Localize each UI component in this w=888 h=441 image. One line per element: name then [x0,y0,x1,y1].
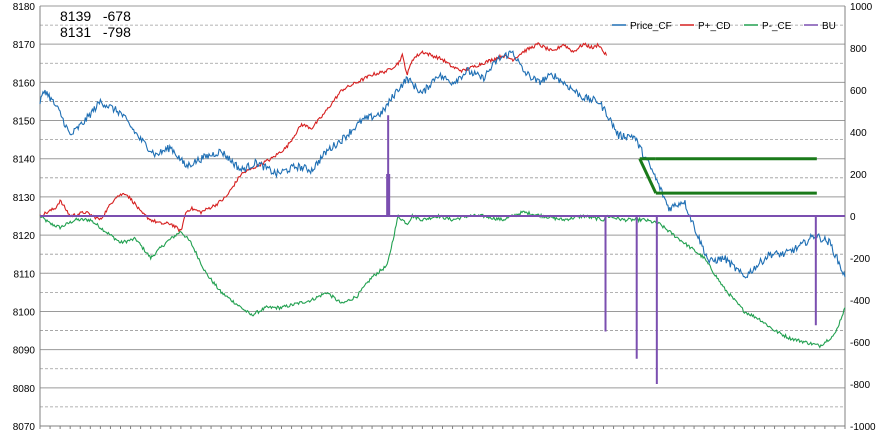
annotation-row-1: 8139 -678 [60,8,131,24]
right-tick-label: 400 [850,128,867,139]
right-tick-label: -200 [850,254,870,265]
left-tick-label: 8110 [13,269,35,280]
right-tick-label: 0 [850,212,856,223]
series-layer [39,42,846,384]
left-tick-label: 8180 [13,2,36,13]
legend: Price_CF P+_CD P-_CE BU [612,21,836,32]
legend-label-p-ce: P-_CE [762,21,792,32]
reference-line-2 [638,158,658,194]
left-tick-label: 8140 [13,155,36,166]
left-tick-label: 8160 [13,78,36,89]
right-axis: -1000 -800 -600 -400 -200 0 200 400 600 800 1000 [850,2,876,433]
series-p-cd [39,42,608,233]
left-tick-label: 8120 [13,231,36,242]
left-tick-label: 8130 [13,193,36,204]
right-tick-label: -600 [850,338,870,349]
series-price-cf [39,50,846,279]
left-axis: 8070 8080 8090 8100 8110 8120 8130 8140 8150 8160… [13,2,36,433]
right-tick-label: 1000 [850,2,873,13]
annotation-row-2: 8131 -798 [60,24,131,40]
right-tick-label: 200 [850,170,867,181]
right-tick-label: -1000 [850,422,876,433]
left-tick-label: 8170 [13,40,36,51]
left-tick-label: 8090 [13,346,36,357]
price-annotation: 8139 -678 8131 -798 [60,8,131,40]
right-tick-label: 800 [850,44,867,55]
annotation-price-1: 8139 [60,8,92,24]
right-tick-label: -800 [850,380,870,391]
left-tick-label: 8150 [13,117,36,128]
legend-label-price-cf: Price_CF [630,21,672,32]
legend-label-p-cd: P+_CD [698,21,731,32]
left-tick-label: 8080 [13,384,36,395]
legend-label-bu: BU [822,21,836,32]
annotation-value-2: -798 [102,24,131,40]
annotation-price-2: 8131 [60,24,92,40]
right-tick-label: 600 [850,86,867,97]
left-tick-label: 8100 [13,307,36,318]
right-tick-label: -400 [850,296,870,307]
left-tick-label: 8070 [13,422,36,433]
annotation-value-1: -678 [102,8,131,24]
